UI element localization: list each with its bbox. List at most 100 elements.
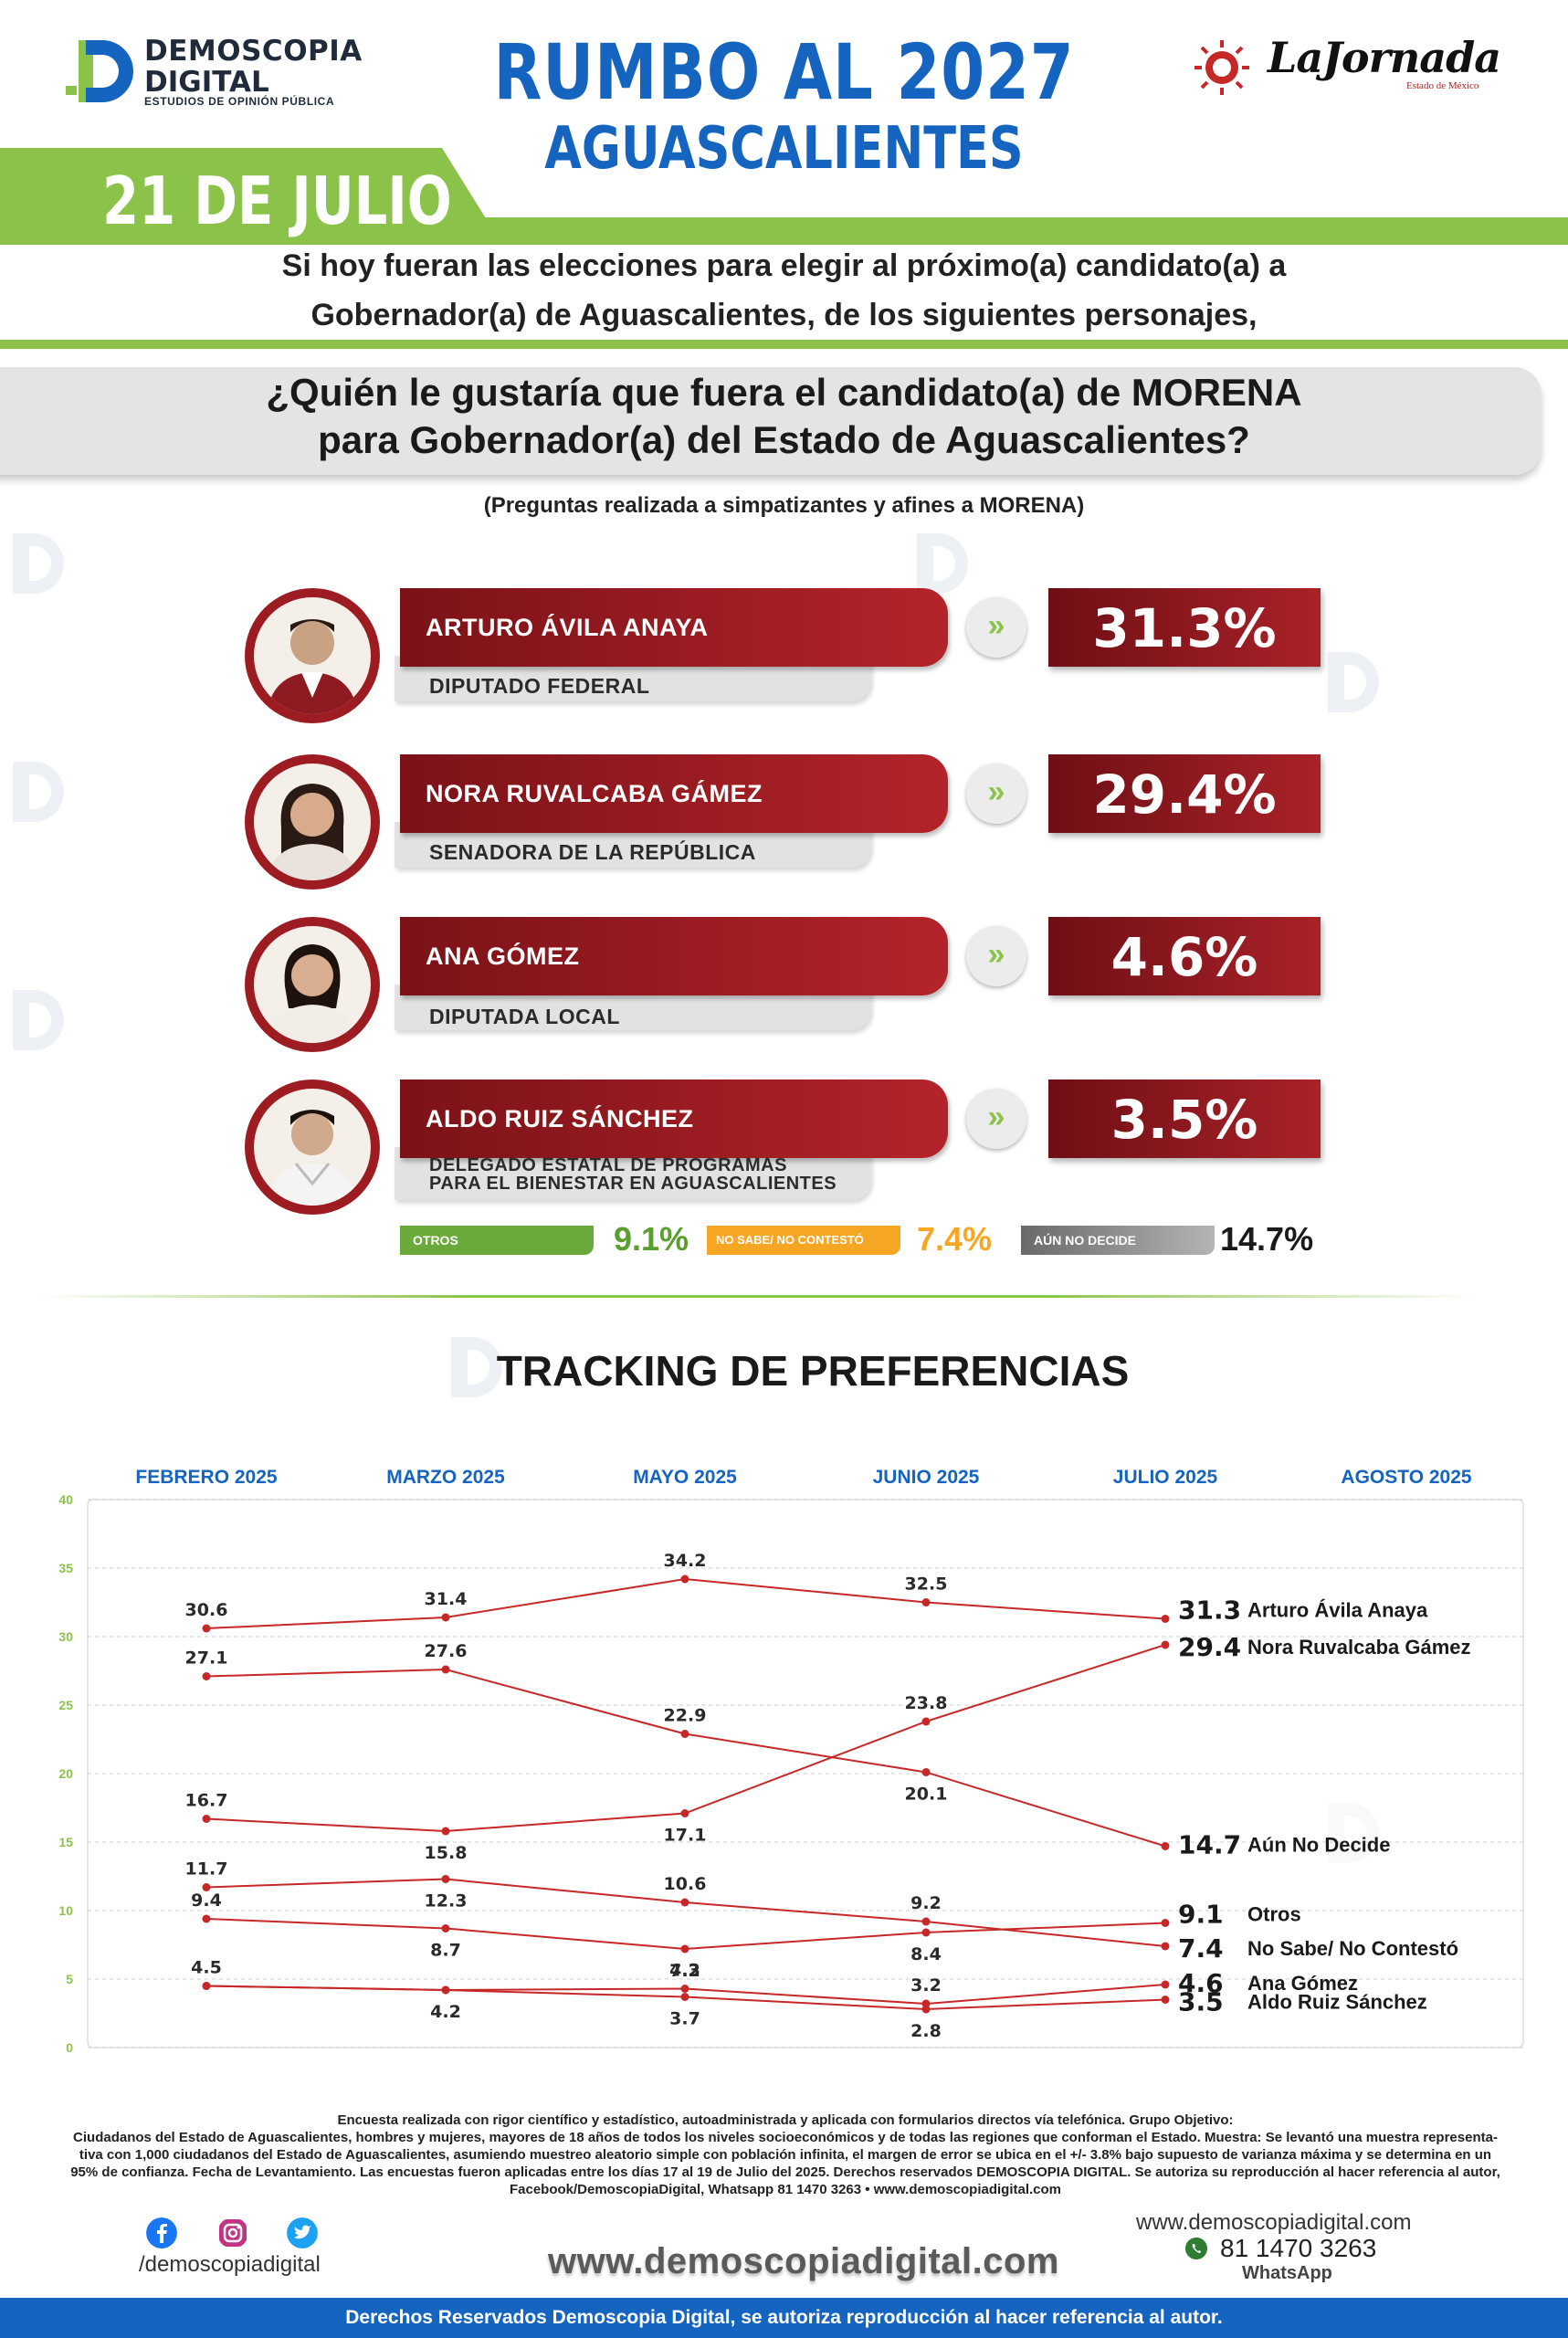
data-point — [680, 1993, 689, 2001]
data-label: 27.1 — [185, 1648, 228, 1669]
main-question-line2: para Gobernador(a) del Estado de Aguasca… — [318, 418, 1250, 461]
y-tick-label: 40 — [58, 1492, 73, 1507]
data-point — [921, 2005, 931, 2014]
brand-name-line2: DIGITAL — [144, 66, 269, 99]
data-label: 31.4 — [425, 1589, 468, 1609]
rights-bar: Derechos Reservados Demoscopia Digital, … — [0, 2298, 1568, 2338]
y-tick-label: 0 — [66, 2040, 73, 2055]
data-point — [441, 1613, 450, 1622]
undecided-bar: AÚN NO DECIDE — [1021, 1226, 1215, 1255]
rights-text: Derechos Reservados Demoscopia Digital, … — [345, 2307, 1223, 2328]
chevron-right-icon: » — [966, 926, 1026, 986]
data-label-end: 7.4 — [1178, 1933, 1224, 1964]
data-point — [441, 1665, 450, 1674]
data-point — [441, 1924, 450, 1933]
no-answer-label: NO SABE/ NO CONTESTÓ — [716, 1233, 864, 1247]
tracking-title: TRACKING DE PREFERENCIAS — [496, 1347, 1130, 1395]
candidate-percentage: 29.4% — [1092, 764, 1277, 826]
data-label: 4.5 — [191, 1958, 222, 1978]
demoscopia-logo-icon — [66, 40, 133, 102]
data-point — [1161, 1919, 1170, 1927]
candidate-row: ARTURO ÁVILA ANAYA DIPUTADO FEDERAL » 31… — [0, 588, 1568, 734]
x-month-label: JULIO 2025 — [1113, 1467, 1218, 1488]
data-label: 30.6 — [185, 1600, 228, 1620]
data-label: 23.8 — [905, 1693, 948, 1713]
data-point — [441, 1875, 450, 1883]
candidate-role: DIPUTADA LOCAL — [429, 1005, 620, 1028]
data-point — [680, 1944, 689, 1954]
candidate-name: NORA RUVALCABA GÁMEZ — [426, 780, 763, 807]
x-month-label: MAYO 2025 — [633, 1467, 737, 1488]
others-bar: OTROS — [400, 1226, 594, 1255]
website-link-small[interactable]: www.demoscopiadigital.com — [1136, 2210, 1412, 2235]
y-tick-label: 15 — [58, 1835, 73, 1849]
candidate-percentage-box: 29.4% — [1048, 754, 1321, 833]
person-icon — [267, 619, 358, 714]
candidate-percentage-box: 31.3% — [1048, 588, 1321, 667]
data-label: 3.7 — [669, 2009, 700, 2029]
candidate-role-line2: PARA EL BIENESTAR EN AGUASCALIENTES — [429, 1174, 837, 1194]
data-label: 12.3 — [425, 1891, 468, 1911]
others-label: OTROS — [413, 1233, 458, 1248]
series-name-label: Nora Ruvalcaba Gámez — [1247, 1636, 1471, 1659]
name-bar — [400, 588, 948, 667]
instagram-icon[interactable] — [217, 2217, 248, 2248]
data-label-end: 29.4 — [1178, 1632, 1241, 1662]
data-label: 32.5 — [905, 1574, 948, 1595]
data-point — [1161, 1942, 1170, 1951]
series-name-label: Otros — [1247, 1903, 1301, 1926]
whatsapp-number[interactable]: 81 1470 3263 — [1220, 2234, 1377, 2262]
twitter-icon[interactable] — [287, 2217, 318, 2248]
x-month-label: MARZO 2025 — [386, 1467, 505, 1488]
series-name-label: No Sabe/ No Contestó — [1247, 1937, 1458, 1960]
no-answer-value: 7.4% — [917, 1220, 993, 1258]
y-tick-label: 30 — [58, 1629, 73, 1644]
page-subtitle: AGUASCALIENTES — [544, 115, 1024, 183]
data-point — [921, 1598, 931, 1606]
main-question-line1: ¿Quién le gustaría que fuera el candidat… — [266, 371, 1302, 414]
name-bar — [400, 1079, 948, 1158]
candidate-name: ALDO RUIZ SÁNCHEZ — [426, 1105, 694, 1132]
chevron-right-icon: » — [966, 597, 1026, 658]
others-value: 9.1% — [614, 1220, 689, 1258]
person-icon — [267, 784, 358, 880]
data-point — [202, 1624, 211, 1633]
avatar — [245, 588, 380, 723]
data-label: 4.2 — [430, 2002, 461, 2022]
data-label: 3.2 — [910, 1975, 942, 1996]
data-point — [1161, 1996, 1170, 2004]
data-point — [680, 1985, 689, 1993]
y-tick-label: 35 — [58, 1561, 73, 1575]
series-name-label: Arturo Ávila Anaya — [1247, 1599, 1428, 1622]
data-label: 20.1 — [905, 1785, 948, 1805]
candidate-name: ARTURO ÁVILA ANAYA — [426, 614, 709, 641]
avatar — [245, 1079, 380, 1215]
divider — [37, 1295, 1479, 1298]
partner-logo: LaJornada — [1268, 33, 1501, 82]
social-handle[interactable]: /demoscopiadigital — [139, 2252, 321, 2277]
data-label-end: 4.6 — [1178, 1968, 1224, 1998]
data-label: 8.4 — [910, 1944, 942, 1964]
data-label: 27.6 — [425, 1641, 468, 1661]
candidate-percentage: 31.3% — [1092, 597, 1277, 659]
chevron-right-icon: » — [966, 764, 1026, 824]
candidate-role: SENADORA DE LA REPÚBLICA — [429, 840, 756, 864]
undecided-label: AÚN NO DECIDE — [1034, 1233, 1137, 1248]
data-label-end: 31.3 — [1178, 1596, 1241, 1626]
name-bar — [400, 754, 948, 833]
candidate-row: NORA RUVALCABA GÁMEZ SENADORA DE LA REPÚ… — [0, 754, 1568, 900]
data-label: 10.6 — [664, 1874, 707, 1894]
website-link[interactable]: www.demoscopiadigital.com — [548, 2241, 1059, 2281]
facebook-icon[interactable] — [146, 2217, 177, 2248]
candidate-row: ALDO RUIZ SÁNCHEZ DELEGADO ESTATAL DE PR… — [0, 1079, 1568, 1226]
partner-subtitle: Estado de México — [1406, 80, 1479, 91]
methodology-line2: Ciudadanos del Estado de Aguascalientes,… — [73, 2130, 1498, 2145]
candidate-percentage: 3.5% — [1110, 1089, 1258, 1151]
series-name-label: Aldo Ruiz Sánchez — [1247, 1991, 1427, 2014]
data-label: 16.7 — [185, 1791, 228, 1811]
question-note: (Preguntas realizada a simpatizantes y a… — [483, 493, 1085, 518]
data-point — [680, 1809, 689, 1817]
data-label-end: 14.7 — [1178, 1830, 1241, 1860]
data-label: 4.3 — [669, 1961, 700, 1981]
candidate-percentage-box: 3.5% — [1048, 1079, 1321, 1158]
